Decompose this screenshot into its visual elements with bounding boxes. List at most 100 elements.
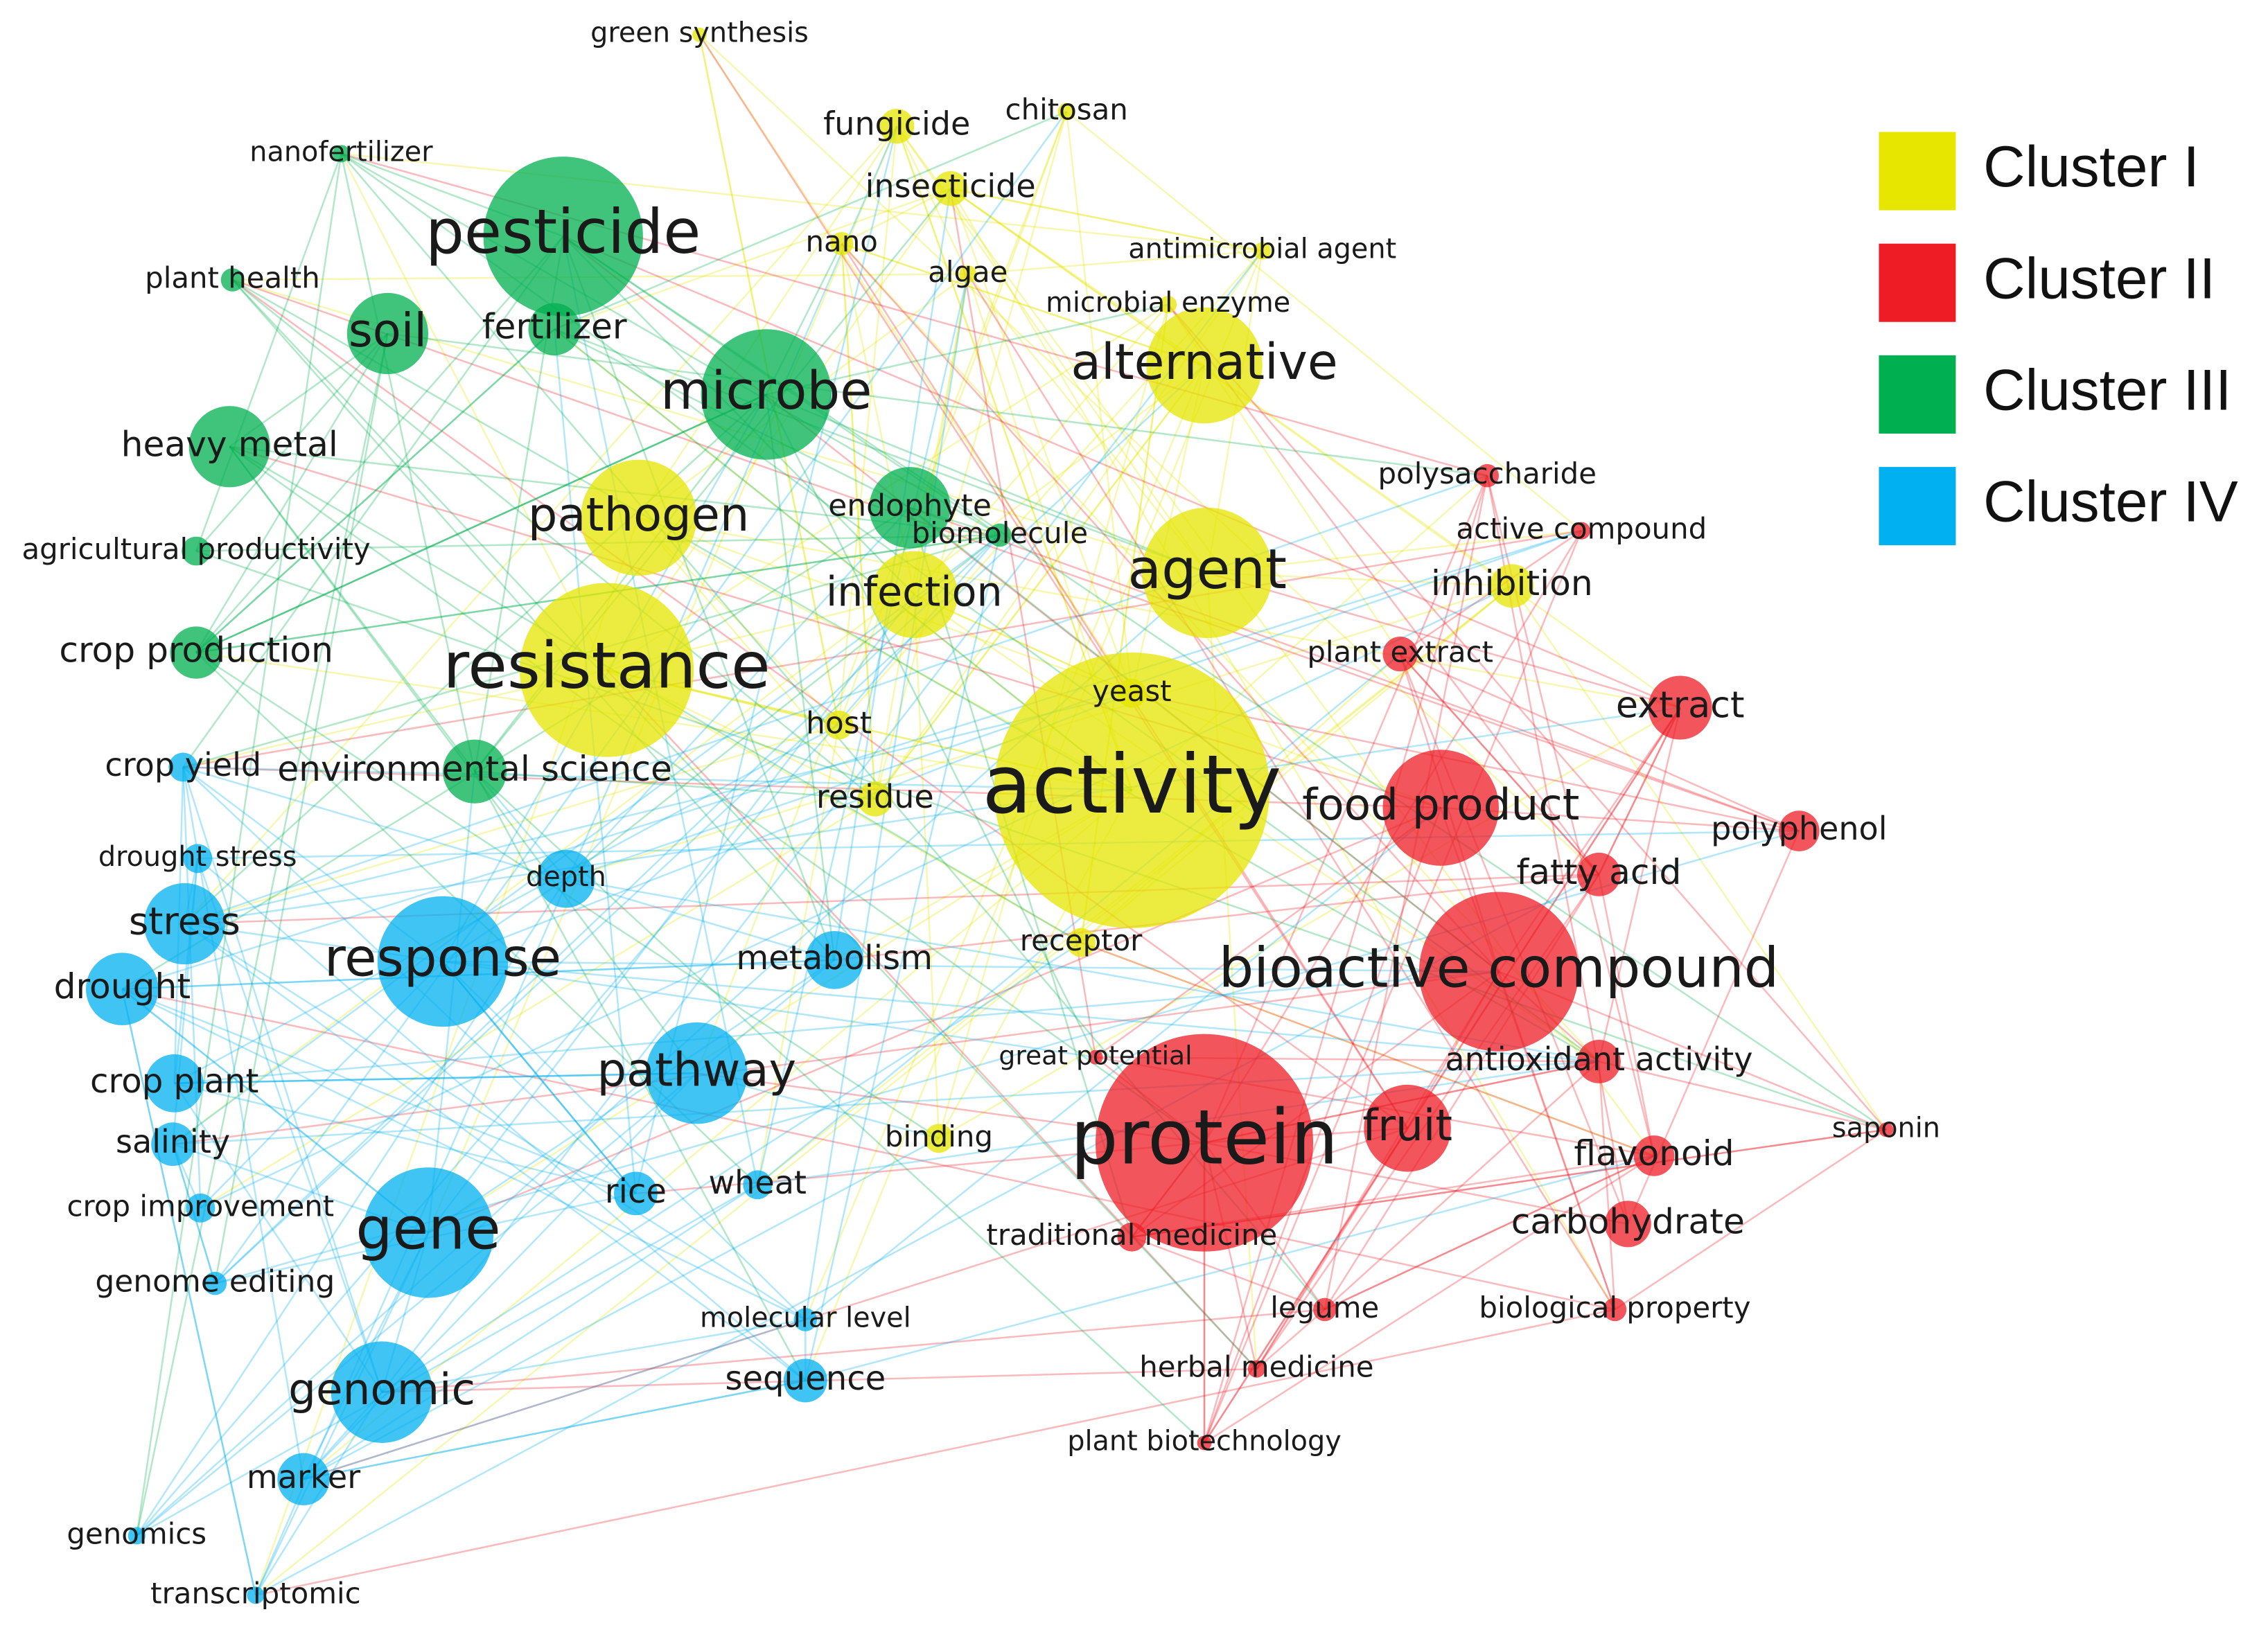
edge <box>698 34 1409 1129</box>
node-label: protein <box>1071 1093 1339 1181</box>
edge <box>474 393 767 772</box>
edge <box>841 242 1205 366</box>
edge <box>195 393 767 654</box>
edge <box>1324 475 1488 1310</box>
edge <box>184 125 898 925</box>
edge <box>1203 530 1583 1444</box>
edge <box>606 669 1258 1370</box>
edge <box>121 506 911 990</box>
node-label: inhibition <box>1431 562 1593 603</box>
edge <box>950 187 1263 252</box>
labels: activity resistance agent alternative pathog… <box>22 17 1940 1611</box>
edge <box>1204 1155 1655 1444</box>
edge <box>340 153 476 772</box>
edge <box>1203 475 1488 1444</box>
node <box>646 1022 748 1124</box>
node <box>1382 750 1499 866</box>
edge <box>341 152 1263 252</box>
edge <box>1065 112 1133 693</box>
node <box>247 1586 265 1604</box>
edge <box>805 1155 1655 1382</box>
edge <box>428 959 835 1234</box>
edge <box>195 333 389 653</box>
edge <box>1066 111 1583 532</box>
node-label: biomolecule <box>912 516 1089 550</box>
node <box>1779 810 1820 851</box>
edge <box>1399 530 1583 655</box>
edge <box>200 585 1513 1209</box>
node <box>1313 1297 1337 1322</box>
edge <box>874 364 1206 800</box>
node <box>143 883 225 965</box>
edge <box>121 988 636 1195</box>
edge <box>1440 807 1616 1310</box>
edge <box>136 534 1001 1536</box>
node-label: wheat <box>709 1164 807 1201</box>
edge <box>184 923 1096 1058</box>
edge <box>173 1083 383 1393</box>
node-label: plant extract <box>1307 635 1493 669</box>
edge <box>1598 1061 1616 1310</box>
node-label: genomic <box>288 1364 475 1415</box>
node-label: extract <box>1616 684 1745 727</box>
edge <box>214 364 1205 1284</box>
edge <box>184 692 1132 925</box>
node-label: pesticide <box>425 196 701 267</box>
edge <box>1080 941 1655 1157</box>
node <box>869 467 951 549</box>
node <box>870 551 958 639</box>
edge <box>121 989 257 1596</box>
edge <box>967 273 1616 1311</box>
edge <box>841 243 877 799</box>
edge <box>765 393 1097 1058</box>
node-label: activity <box>982 737 1281 832</box>
edge <box>913 594 940 1139</box>
node <box>1603 1297 1627 1322</box>
edge <box>841 243 877 799</box>
edge <box>183 766 1132 792</box>
edge <box>1511 585 1887 1131</box>
edge <box>474 770 875 800</box>
edge <box>184 707 1680 925</box>
edge <box>184 923 807 1321</box>
edge <box>184 923 807 1381</box>
node <box>537 849 595 908</box>
node-label: host <box>806 706 872 741</box>
edge <box>229 446 476 772</box>
node <box>1117 678 1147 708</box>
edge <box>381 941 1082 1393</box>
node <box>346 292 429 375</box>
edge <box>805 807 1442 1320</box>
edge <box>765 394 836 960</box>
edge <box>255 585 1513 1596</box>
node <box>277 1453 330 1505</box>
edge <box>1599 1061 1887 1131</box>
node <box>220 268 245 292</box>
node-label: metabolism <box>736 939 933 977</box>
node-label: chitosan <box>1005 93 1128 127</box>
edge <box>197 858 383 1393</box>
edge <box>303 1379 806 1480</box>
node <box>824 710 854 740</box>
edge <box>565 506 911 880</box>
edge <box>182 766 835 962</box>
edge <box>1256 1309 1326 1370</box>
edge <box>950 187 1263 252</box>
edge <box>255 874 1600 1596</box>
node-label: food product <box>1302 779 1579 830</box>
edge <box>554 187 951 330</box>
edge <box>121 988 806 1321</box>
edge <box>874 111 1068 799</box>
node <box>1490 564 1534 608</box>
node <box>362 1167 494 1298</box>
edge <box>197 858 807 1381</box>
edge <box>698 34 1133 694</box>
node-label: sequence <box>725 1359 886 1398</box>
edge <box>949 188 1681 709</box>
edge <box>184 724 839 925</box>
node-label: gene <box>355 1194 500 1262</box>
edge <box>136 1184 758 1537</box>
node <box>182 536 211 566</box>
node-label: legume <box>1270 1291 1379 1325</box>
